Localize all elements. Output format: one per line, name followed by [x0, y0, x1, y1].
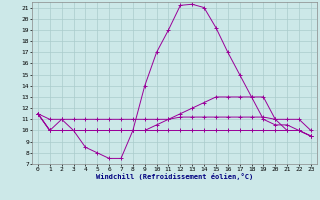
X-axis label: Windchill (Refroidissement éolien,°C): Windchill (Refroidissement éolien,°C) [96, 173, 253, 180]
